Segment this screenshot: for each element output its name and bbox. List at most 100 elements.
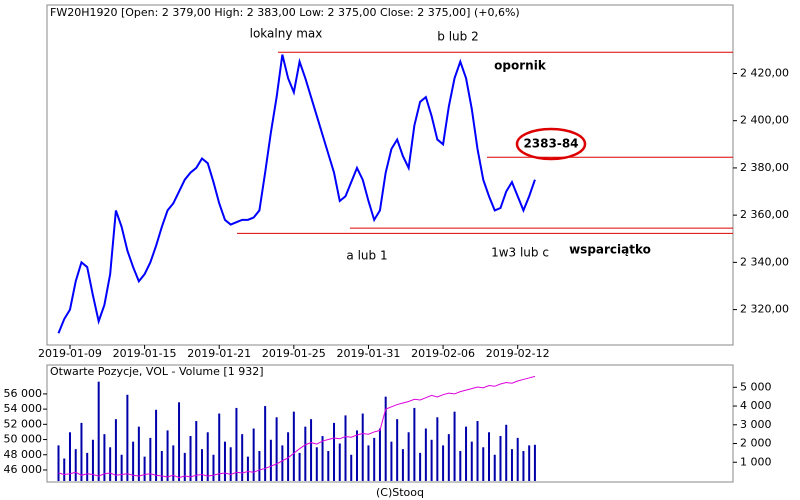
x-tick-label: 2019-01-25 bbox=[262, 347, 326, 360]
volume-bar bbox=[155, 409, 158, 481]
annotation: 1w3 lub c bbox=[491, 246, 549, 260]
volume-bar bbox=[183, 452, 186, 481]
y2-tick-label: 3 000 bbox=[740, 418, 772, 431]
volume-bar bbox=[499, 436, 502, 481]
volume-bar bbox=[166, 430, 169, 481]
volume-bar bbox=[310, 419, 313, 481]
level-highlight bbox=[515, 127, 587, 161]
volume-bar bbox=[407, 432, 410, 481]
volume-bar bbox=[510, 449, 513, 481]
level-label: wsparciątko bbox=[569, 243, 651, 257]
y2-tick-label: 4 000 bbox=[740, 399, 772, 412]
volume-bar bbox=[505, 424, 508, 481]
y-tick-label: 52 000 bbox=[4, 417, 43, 430]
volume-bar bbox=[246, 456, 249, 481]
volume-bar bbox=[120, 454, 123, 481]
volume-bar bbox=[488, 432, 490, 481]
y-tick-label: 2 380,00 bbox=[740, 161, 789, 174]
volume-bar bbox=[413, 407, 416, 481]
volume-bar bbox=[126, 394, 129, 481]
volume-bar bbox=[189, 436, 192, 481]
volume-bar bbox=[482, 447, 485, 481]
volume-bar bbox=[172, 445, 175, 481]
volume-bar bbox=[292, 411, 295, 481]
volume-bar bbox=[281, 445, 284, 481]
y-tick-label: 2 340,00 bbox=[740, 255, 789, 268]
volume-bar bbox=[453, 411, 456, 481]
volume-bar bbox=[350, 454, 353, 481]
volume-bar bbox=[459, 451, 462, 481]
volume-bar bbox=[465, 426, 468, 481]
volume-bar bbox=[218, 413, 221, 481]
volume-bar bbox=[304, 426, 307, 481]
volume-bar bbox=[143, 456, 146, 481]
annotation: a lub 1 bbox=[346, 249, 387, 263]
volume-bar bbox=[476, 421, 479, 481]
volume-bar bbox=[97, 381, 100, 481]
volume-bar bbox=[275, 417, 278, 481]
volume-bar bbox=[264, 406, 267, 481]
volume-bar bbox=[63, 458, 66, 481]
header: FW20H1920 [Open: 2 379,00 High: 2 383,00… bbox=[50, 6, 520, 19]
volume-bar bbox=[195, 421, 198, 481]
volume-bar bbox=[212, 454, 215, 481]
volume-bar bbox=[114, 419, 117, 481]
annotation: b lub 2 bbox=[437, 30, 478, 44]
volume-bar bbox=[338, 443, 341, 481]
volume-bar bbox=[430, 439, 433, 481]
volume-bar bbox=[258, 451, 261, 481]
volume-bar bbox=[367, 445, 370, 481]
volume-bar bbox=[206, 432, 209, 481]
volume-bar bbox=[384, 396, 387, 481]
y-tick-label: 46 000 bbox=[4, 463, 43, 476]
volume-bar bbox=[287, 432, 290, 481]
volume-bar bbox=[223, 441, 226, 481]
y-tick-label: 2 420,00 bbox=[740, 66, 789, 79]
volume-bar bbox=[74, 449, 77, 481]
x-tick-label: 2019-01-09 bbox=[38, 347, 102, 360]
volume-bar bbox=[241, 434, 244, 481]
x-tick-label: 2019-02-06 bbox=[411, 347, 475, 360]
price-line bbox=[57, 54, 536, 334]
volume-bar bbox=[419, 452, 422, 481]
volume-bar bbox=[160, 451, 163, 481]
volume-bar bbox=[269, 439, 272, 481]
volume-bar bbox=[436, 417, 439, 481]
volume-bar bbox=[396, 419, 399, 481]
volume-bar bbox=[528, 445, 531, 481]
x-tick-label: 2019-01-21 bbox=[187, 347, 251, 360]
y2-tick-label: 2 000 bbox=[740, 437, 772, 450]
volume-bar bbox=[68, 432, 71, 481]
volume-bar bbox=[57, 445, 60, 481]
volume-bar bbox=[533, 444, 536, 481]
volume-bar bbox=[178, 402, 181, 481]
volume-bar bbox=[470, 441, 473, 481]
annotation: lokalny max bbox=[250, 27, 323, 41]
x-tick-label: 2019-01-31 bbox=[336, 347, 400, 360]
volume-bar bbox=[91, 439, 94, 481]
volume-bar bbox=[80, 422, 83, 481]
x-tick-label: 2019-02-12 bbox=[486, 347, 550, 360]
price-panel bbox=[46, 4, 734, 346]
volume-bar bbox=[109, 447, 112, 481]
volume-bar bbox=[132, 441, 135, 481]
volume-bar bbox=[361, 413, 364, 481]
level-label: 2383-84 bbox=[523, 137, 578, 151]
volume-bar bbox=[149, 437, 152, 481]
volume-bar bbox=[86, 452, 89, 481]
y-tick-label: 54 000 bbox=[4, 402, 43, 415]
volume-bar bbox=[378, 428, 381, 481]
open-interest-line bbox=[58, 375, 536, 479]
volume-bar bbox=[390, 441, 393, 481]
volume-bar bbox=[355, 430, 358, 481]
volume-bar bbox=[442, 445, 445, 481]
volume-bar bbox=[103, 434, 106, 481]
y-tick-label: 56 000 bbox=[4, 387, 43, 400]
volume-bar bbox=[235, 407, 238, 481]
volume-bar bbox=[373, 437, 376, 481]
y-tick-label: 2 360,00 bbox=[740, 208, 789, 221]
volume-bar bbox=[321, 436, 324, 481]
volume-bar bbox=[401, 449, 404, 481]
